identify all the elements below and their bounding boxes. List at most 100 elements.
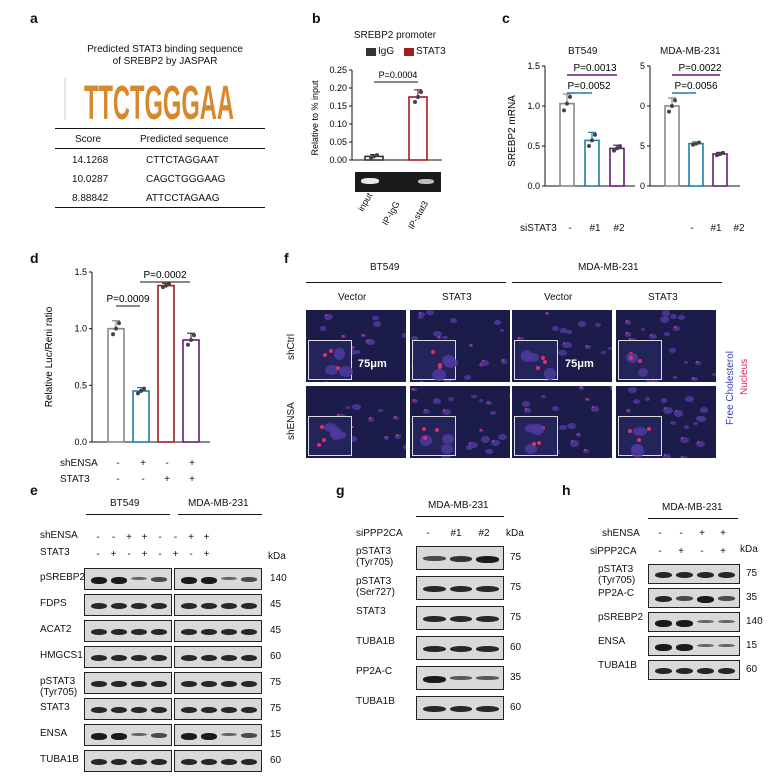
bar (688, 142, 704, 187)
blot-band (241, 759, 257, 766)
nucleus (437, 335, 440, 338)
blot-band (241, 655, 257, 662)
kda-marker: 75 (270, 703, 282, 714)
h-cell-line: MDA-MB-231 (662, 502, 723, 513)
data-point (715, 153, 719, 158)
e-sign-stat3-1: + (110, 549, 117, 560)
nucleus (674, 410, 677, 413)
data-point (189, 338, 193, 342)
panel-a-title-line1: Predicted STAT3 binding sequence (87, 44, 243, 55)
c-right-sign-3: #2 (733, 223, 745, 234)
nucleus (396, 434, 399, 437)
blot-panel (174, 568, 262, 590)
cell (645, 397, 651, 401)
panel-label-g: g (336, 482, 345, 498)
g-sign-2: #1 (450, 528, 462, 539)
table-score-2: 10.0287 (72, 174, 109, 185)
blot-band (221, 577, 237, 581)
nucleus (524, 408, 527, 411)
panel-label-f: f (284, 250, 289, 266)
cell (665, 316, 670, 320)
data-point (167, 282, 171, 287)
chart-c-left: 0.0 0.5 1.0 1.5 SREBP2 mRNA P=0.0013 P=0.0052 (507, 61, 635, 191)
nucleus (479, 428, 482, 431)
blot-band (718, 668, 735, 675)
blot-band (151, 733, 167, 738)
blot-band (91, 629, 107, 636)
blot-label: ACAT2 (40, 624, 72, 635)
d-sign-shensa-3: - (165, 458, 169, 469)
blot-band (476, 616, 499, 623)
cell (668, 347, 677, 354)
inset-cell (630, 444, 644, 458)
g-sign-1: - (426, 528, 430, 539)
blot-band (151, 681, 167, 688)
data-point (372, 154, 376, 159)
blot-band (111, 733, 127, 740)
nucleus (629, 338, 632, 341)
blot-band (201, 681, 217, 688)
stain-label-nucleus: Nucleus (739, 358, 750, 395)
g-rule (416, 516, 504, 517)
table-header-sequence: Predicted sequence (140, 134, 229, 145)
blot-band (221, 681, 237, 688)
blot-band (131, 759, 147, 766)
panel-a-title: Predicted STAT3 binding sequence of SREB… (55, 44, 275, 68)
cell (478, 398, 484, 402)
blot-band (131, 681, 147, 688)
blot-band (718, 620, 735, 624)
cell (484, 448, 493, 455)
cell (521, 401, 531, 408)
cell (650, 380, 660, 382)
cell (578, 386, 585, 390)
kda-marker: 75 (510, 582, 522, 593)
panel-c-right-title: MDA-MB-231 (660, 46, 721, 57)
blot-band (476, 676, 499, 680)
blot-band (201, 707, 217, 714)
blot-band (151, 707, 167, 714)
inset-nucleus (537, 440, 542, 445)
blot-band (131, 733, 147, 737)
e-sign-stat3-7: + (203, 549, 210, 560)
c-row-label: siSTAT3 (520, 223, 557, 234)
y-tick-label: 0.5 (74, 380, 87, 390)
d-p1: P=0.0009 (106, 294, 150, 305)
nucleus (673, 325, 676, 328)
cell (418, 381, 426, 382)
blot-band (676, 620, 693, 627)
inset-nucleus (322, 353, 327, 358)
micrograph (306, 310, 406, 382)
inset-nucleus (434, 427, 439, 432)
nucleus (342, 335, 345, 338)
y-tick-label: 1.0 (640, 101, 645, 111)
nucleus (664, 407, 667, 410)
chart-b: 0.00 0.05 0.10 0.15 0.20 0.25 Relative to % in… (310, 65, 442, 165)
nucleus (419, 311, 422, 314)
y-tick-label: 0.05 (329, 137, 347, 147)
nucleus (626, 408, 629, 411)
c-left-sign-1: - (568, 223, 572, 234)
blot-band (697, 644, 714, 648)
nucleus (491, 440, 494, 442)
cell (471, 394, 477, 399)
sequence-logo: TTCTGGGAA (64, 77, 234, 124)
blot-panel (174, 620, 262, 642)
blot-label: TUBA1B (40, 754, 79, 765)
cell (624, 320, 631, 325)
nucleus (663, 453, 666, 456)
table-score-3: 8.88842 (72, 193, 109, 204)
cell (583, 448, 590, 454)
blot-panel (648, 588, 740, 608)
blot-label: HMGCS1 (40, 650, 83, 661)
cell (350, 346, 355, 350)
blot-panel (174, 698, 262, 720)
blot-band (449, 586, 473, 593)
cell (673, 375, 678, 379)
c-left-sign-3: #2 (613, 223, 625, 234)
blot-band (111, 759, 127, 766)
d-sign-stat3-1: - (116, 474, 120, 485)
c-right-sign-1: - (690, 223, 694, 234)
nucleus (518, 336, 521, 339)
inset-nucleus (317, 442, 322, 447)
kda-marker: 60 (510, 642, 522, 653)
